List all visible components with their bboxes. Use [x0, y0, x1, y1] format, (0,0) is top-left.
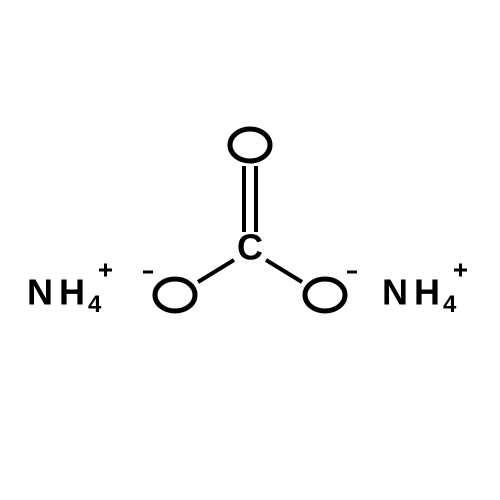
- oxygen-left: [155, 279, 195, 311]
- hydrogen-atom-left: H: [59, 272, 85, 313]
- nitrogen-atom-left: N: [27, 272, 53, 313]
- oxygen-top: [230, 129, 270, 161]
- subscript-4-left: 4: [88, 291, 102, 318]
- ammonium-left: N H 4: [27, 264, 112, 319]
- single-bond-left: [198, 260, 234, 282]
- plus-charge-left: [99, 264, 112, 277]
- plus-charge-right: [454, 264, 467, 277]
- oxygen-right: [305, 279, 345, 311]
- nitrogen-atom-right: N: [382, 272, 408, 313]
- double-bond-top: [244, 166, 256, 232]
- ammonium-right: N H 4: [382, 264, 467, 319]
- single-bond-right: [266, 260, 302, 282]
- chemical-structure-diagram: C N H 4 N H 4: [0, 0, 500, 500]
- subscript-4-right: 4: [443, 291, 457, 318]
- hydrogen-atom-right: H: [414, 272, 440, 313]
- carbon-atom: C: [237, 227, 263, 268]
